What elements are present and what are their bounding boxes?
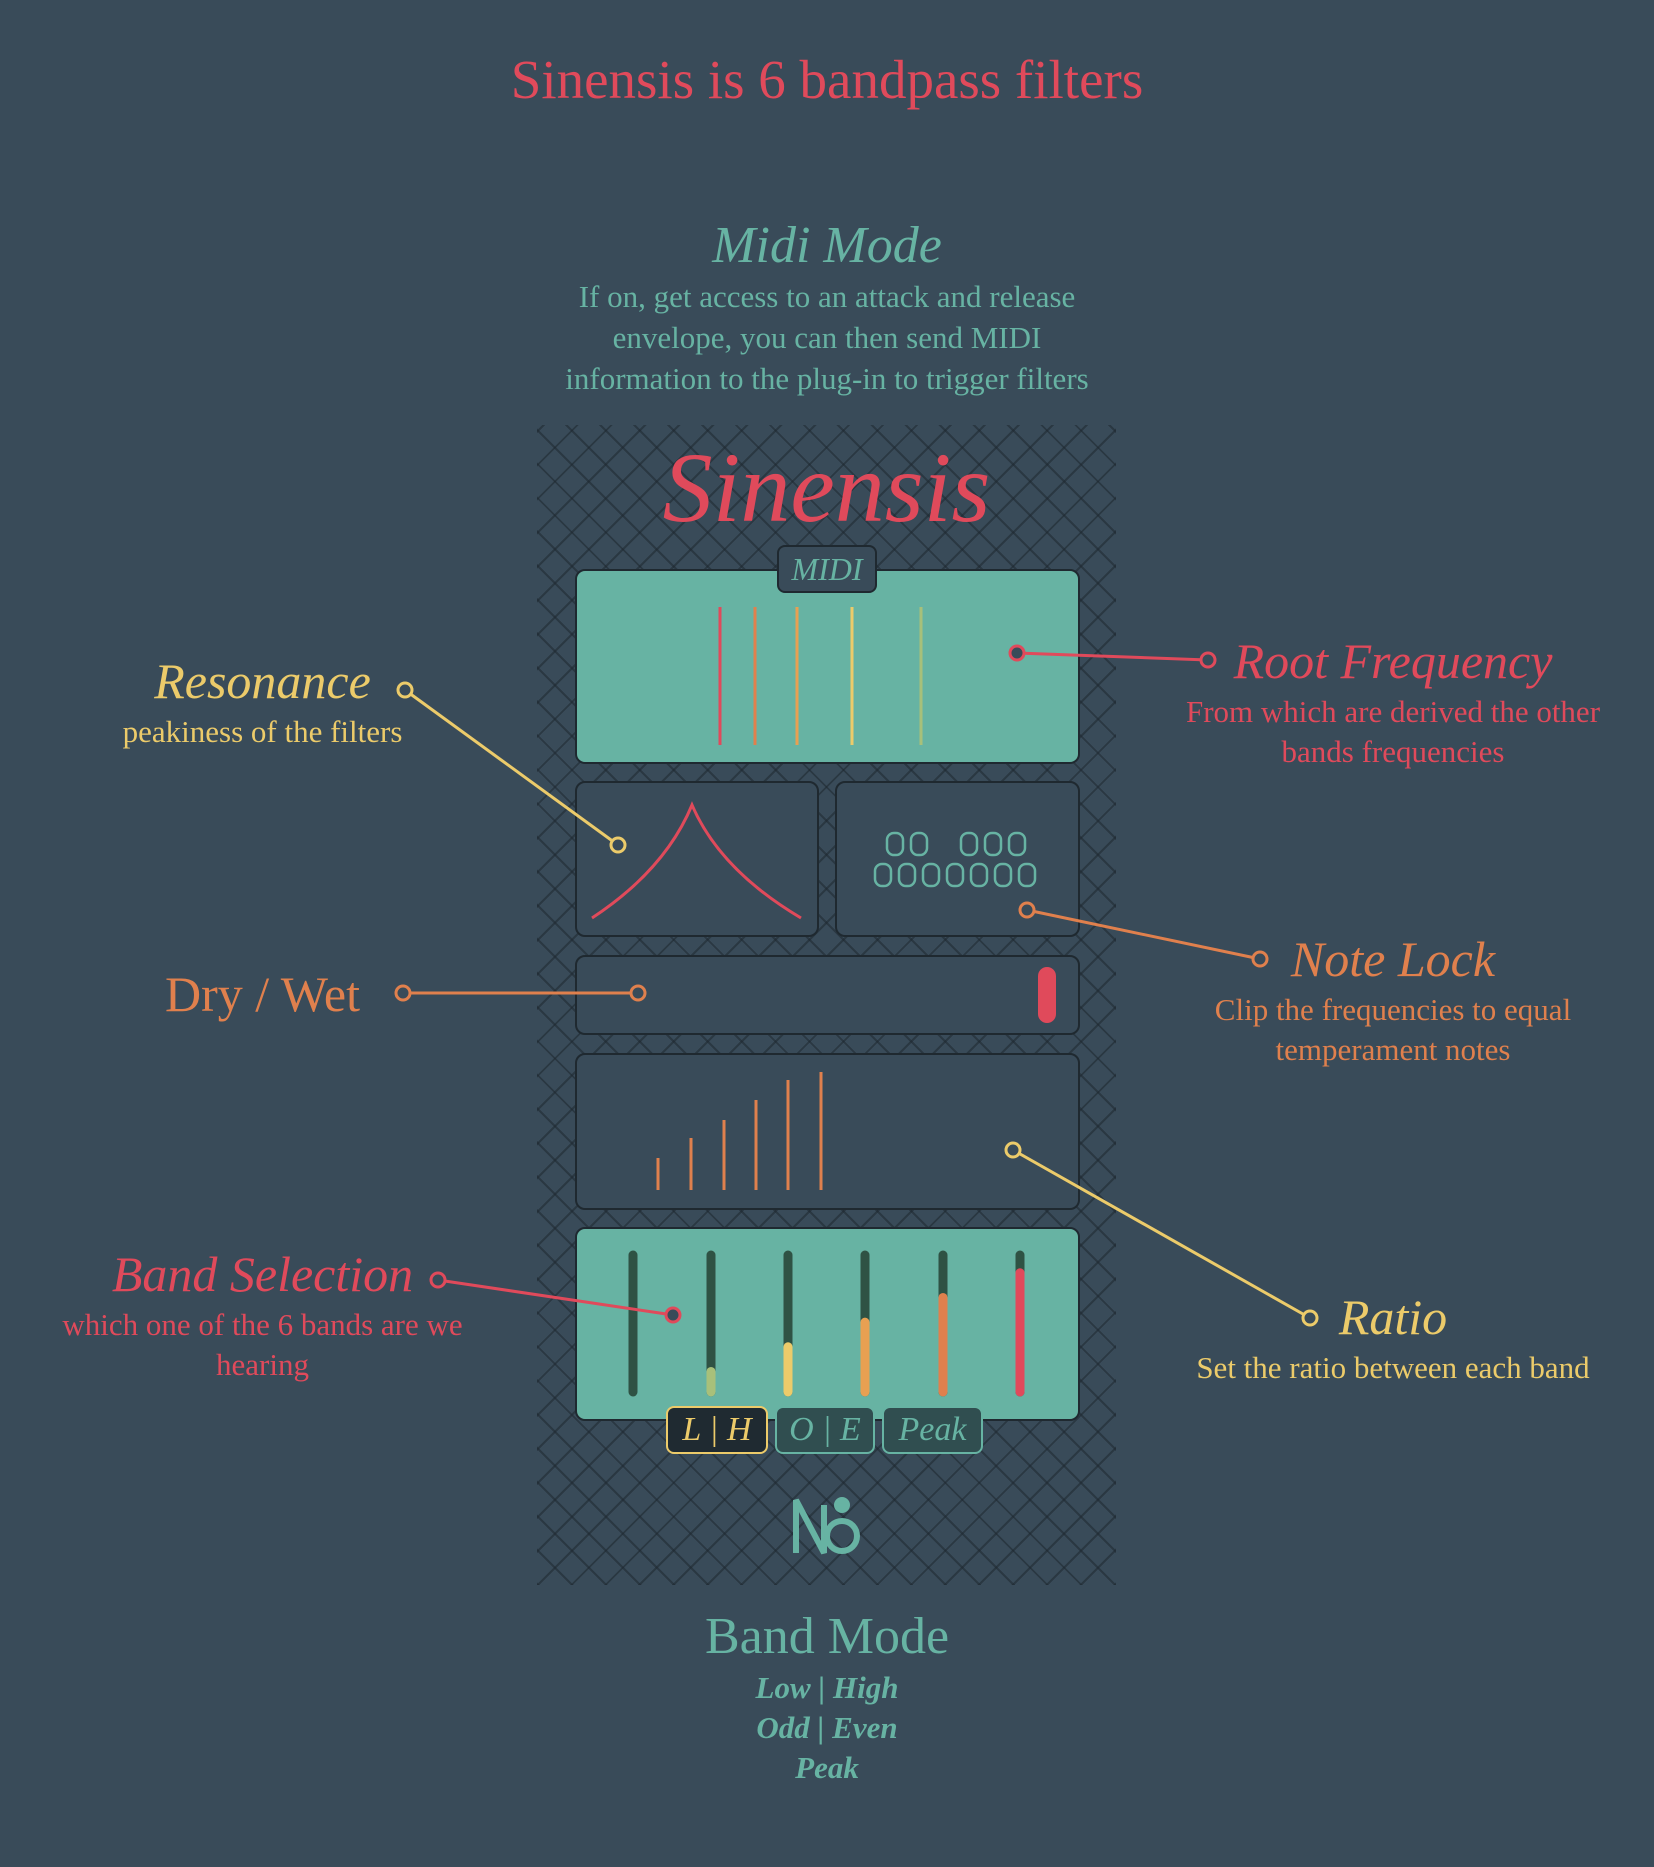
root-frequency-description-line: From which are derived the other: [1185, 694, 1601, 729]
note-lock-description-line: Clip the frequencies to equal: [1214, 992, 1572, 1027]
band-selection-leader-dot: [429, 1271, 447, 1289]
midi-mode-description-line: If on, get access to an attack and relea…: [578, 279, 1076, 314]
root-frequency-leader-dot: [1008, 644, 1026, 662]
headline: Sinensis is 6 bandpass filters: [510, 49, 1144, 110]
note-key-icon: [909, 831, 929, 857]
note-lock-label: Note Lock: [1290, 931, 1496, 987]
ratio-lines: [656, 1072, 823, 1190]
note-key-icon: [959, 831, 979, 857]
band-selection-panel[interactable]: [575, 1227, 1080, 1421]
note-lock-panel[interactable]: [835, 781, 1080, 937]
note-lock-description-line: temperament notes: [1275, 1032, 1511, 1067]
root-frequency-description: From which are derived the other bands f…: [1160, 692, 1626, 772]
resonance-leader-dot: [396, 681, 414, 699]
band-mode-odd-even-button[interactable]: O | E: [775, 1406, 875, 1454]
band-selection-leader: [437, 1278, 674, 1317]
note-lock-leader: [1026, 908, 1261, 961]
dry-wet-leader-dot: [629, 984, 647, 1002]
midi-mode-description-line: envelope, you can then send MIDI: [612, 320, 1042, 355]
midi-button[interactable]: MIDI: [777, 545, 877, 593]
resonance-curve: [591, 801, 802, 920]
note-key-icon: [1017, 862, 1037, 888]
root-frequency-panel[interactable]: [575, 569, 1080, 764]
band-selection-description: which one of the 6 bands are we hearing: [30, 1305, 495, 1385]
resonance-description: peakiness of the filters: [122, 714, 403, 749]
root-frequency-leader: [1016, 651, 1209, 662]
ratio-leader-dot: [1004, 1141, 1022, 1159]
root-frequency-leader-dot: [1199, 651, 1217, 669]
note-lock-leader-dot: [1018, 901, 1036, 919]
dry-wet-handle[interactable]: [1038, 967, 1056, 1023]
note-key-icon: [983, 831, 1003, 857]
band-selection-description-line: hearing: [216, 1347, 309, 1382]
root-frequency-description-line: bands frequencies: [1281, 734, 1505, 769]
band-selection-description-line: which one of the 6 bands are we: [62, 1307, 463, 1342]
note-key-icon: [1007, 831, 1027, 857]
dry-wet-slider[interactable]: [575, 955, 1080, 1035]
note-key-icon: [921, 862, 941, 888]
band-selection-leader-dot: [664, 1306, 682, 1324]
ratio-leader-dot: [1301, 1309, 1319, 1327]
resonance-panel[interactable]: [575, 781, 819, 937]
plugin-title: Sinensis: [662, 432, 991, 543]
sinensis-logo-icon: [793, 1497, 860, 1555]
band-mode-item: Low | High: [755, 1670, 899, 1705]
band-selection-label: Band Selection: [111, 1246, 414, 1302]
midi-mode-title: Midi Mode: [712, 217, 942, 274]
note-lock-description: Clip the frequencies to equal temperamen…: [1160, 990, 1626, 1070]
note-lock-leader-dot: [1251, 950, 1269, 968]
note-key-icon: [885, 831, 905, 857]
resonance-label: Resonance: [154, 653, 371, 709]
midi-mode-description-line: information to the plug-in to trigger fi…: [565, 361, 1089, 396]
note-lock-keys: [873, 831, 1037, 888]
note-key-icon: [993, 862, 1013, 888]
frequency-lines: [718, 607, 923, 745]
midi-mode-description: If on, get access to an attack and relea…: [477, 276, 1177, 399]
ratio-label: Ratio: [1338, 1289, 1448, 1345]
band-mode-item: Peak: [795, 1750, 859, 1785]
band-mode-title: Band Mode: [704, 1608, 950, 1665]
band-sliders: [628, 1250, 1025, 1397]
note-key-icon: [897, 862, 917, 888]
note-key-icon: [945, 862, 965, 888]
root-frequency-label: Root Frequency: [1233, 633, 1553, 689]
band-mode-low-high-button[interactable]: L | H: [666, 1406, 768, 1454]
dry-wet-label: Dry / Wet: [164, 966, 361, 1022]
dry-wet-leader-dot: [394, 984, 412, 1002]
note-key-icon: [873, 862, 893, 888]
ratio-leader: [1012, 1148, 1311, 1320]
resonance-leader: [404, 688, 619, 847]
ratio-description: Set the ratio between each band: [1196, 1350, 1590, 1385]
band-mode-peak-button[interactable]: Peak: [882, 1406, 983, 1454]
band-mode-item: Odd | Even: [756, 1710, 898, 1745]
note-key-icon: [969, 862, 989, 888]
resonance-leader-dot: [609, 836, 627, 854]
